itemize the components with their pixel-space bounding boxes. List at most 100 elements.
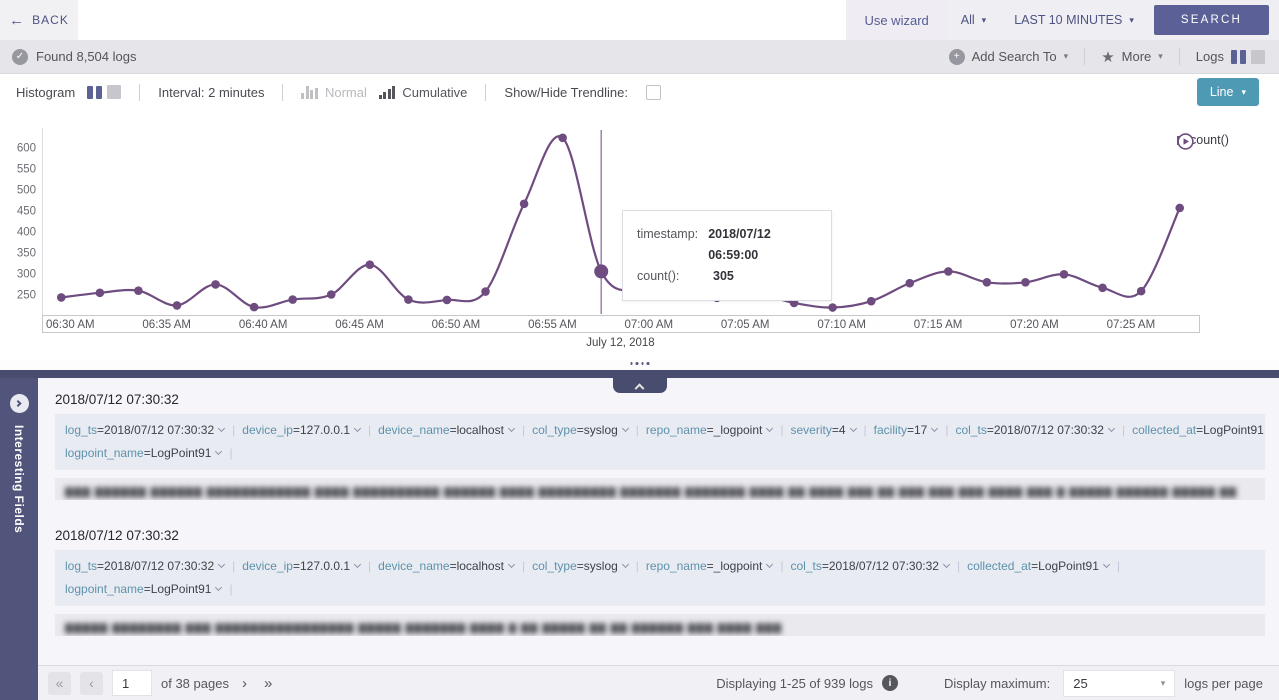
grid-view-icon[interactable] xyxy=(107,85,122,99)
y-tick-label: 500 xyxy=(17,185,36,197)
cumulative-mode-button[interactable]: Cumulative xyxy=(378,85,467,100)
data-point[interactable] xyxy=(442,295,452,305)
field-chevron-icon[interactable] xyxy=(218,560,226,569)
y-tick-label: 600 xyxy=(17,143,36,155)
histogram-chart[interactable]: 250 300 350 400 450 500 550 600 06:30 AM 06:35 AM… xyxy=(0,110,1279,360)
data-point[interactable] xyxy=(95,288,105,298)
data-point[interactable] xyxy=(519,199,529,209)
data-point[interactable] xyxy=(1175,203,1185,213)
field-tag-device_name[interactable]: device_name=localhost xyxy=(378,423,515,437)
field-tag-facility[interactable]: facility=17 xyxy=(874,423,939,437)
field-separator: | xyxy=(956,559,961,573)
y-tick-label: 300 xyxy=(17,269,36,281)
display-maximum-select[interactable]: 25 ▾ xyxy=(1063,669,1176,697)
field-chevron-icon[interactable] xyxy=(507,560,515,569)
x-tick-label: 07:05 AM xyxy=(721,319,770,331)
scope-dropdown[interactable]: All ▾ xyxy=(960,13,987,27)
line-chart-svg[interactable]: 250 300 350 400 450 500 550 600 06:30 AM 06:35 AM… xyxy=(0,110,1279,360)
next-page-button[interactable]: › xyxy=(241,674,247,692)
field-chevron-icon[interactable] xyxy=(766,560,774,569)
field-tag-log_ts[interactable]: log_ts=2018/07/12 07:30:32 xyxy=(65,423,226,437)
field-chevron-icon[interactable] xyxy=(215,447,223,456)
y-tick-label: 350 xyxy=(17,248,36,260)
data-point[interactable] xyxy=(288,295,297,304)
field-tag-logpoint_name[interactable]: logpoint_name=LogPoint91 xyxy=(65,582,223,596)
field-tag-repo_name[interactable]: repo_name=_logpoint xyxy=(646,559,774,573)
field-chevron-icon[interactable] xyxy=(218,424,226,433)
field-chevron-icon[interactable] xyxy=(766,424,774,433)
play-circle-icon[interactable] xyxy=(1177,133,1194,150)
data-point[interactable] xyxy=(481,287,490,296)
field-chevron-icon[interactable] xyxy=(507,424,515,433)
field-separator: | xyxy=(635,559,639,573)
data-point[interactable] xyxy=(1021,278,1030,287)
normal-mode-button[interactable]: Normal xyxy=(301,85,367,100)
expand-panel-icon[interactable] xyxy=(9,394,29,413)
chart-type-button[interactable]: Line ▾ xyxy=(1196,78,1259,106)
field-tag-col_ts[interactable]: col_ts=2018/07/12 07:30:32 xyxy=(790,559,951,573)
data-point[interactable] xyxy=(249,302,259,312)
collapse-panel-button[interactable] xyxy=(612,377,667,393)
back-button[interactable]: ← BACK xyxy=(0,0,78,40)
data-point[interactable] xyxy=(944,267,953,276)
data-point[interactable] xyxy=(905,278,915,288)
prev-page-button[interactable]: ‹ xyxy=(80,671,103,695)
field-chevron-icon[interactable] xyxy=(1102,560,1110,569)
field-chevron-icon[interactable] xyxy=(354,560,362,569)
top-search-bar: ← BACK Use wizard All ▾ LAST 10 MINUTES … xyxy=(0,0,1279,40)
data-point[interactable] xyxy=(134,286,143,296)
data-point[interactable] xyxy=(1136,286,1146,296)
field-tag-log_ts[interactable]: log_ts=2018/07/12 07:30:32 xyxy=(65,559,226,573)
trendline-checkbox[interactable] xyxy=(645,84,661,100)
field-chevron-icon[interactable] xyxy=(931,424,939,433)
field-chevron-icon[interactable] xyxy=(849,424,857,433)
field-tag-col_type[interactable]: col_type=syslog xyxy=(532,559,629,573)
data-point[interactable] xyxy=(1059,270,1069,279)
column-view-icon[interactable] xyxy=(1231,49,1246,64)
add-search-to-dropdown[interactable]: + Add Search To ▾ xyxy=(948,48,1068,65)
more-dropdown[interactable]: ★ More ▾ xyxy=(1101,48,1163,66)
page-number-input[interactable] xyxy=(112,670,152,696)
grid-view-icon[interactable] xyxy=(1251,49,1265,64)
data-point[interactable] xyxy=(982,278,992,287)
data-point[interactable] xyxy=(866,296,876,306)
field-chevron-icon[interactable] xyxy=(215,583,223,592)
field-chevron-icon[interactable] xyxy=(354,424,362,433)
interval-label: Interval: 2 minutes xyxy=(158,84,265,100)
data-point[interactable] xyxy=(326,290,336,299)
field-tag-collected_at[interactable]: collected_at=LogPoint91 xyxy=(967,559,1110,573)
interesting-fields-panel[interactable]: Interesting Fields xyxy=(0,378,38,700)
data-point[interactable] xyxy=(211,280,220,289)
data-point[interactable] xyxy=(172,301,182,310)
info-icon[interactable]: i xyxy=(882,675,899,691)
time-range-dropdown[interactable]: LAST 10 MINUTES ▾ xyxy=(1014,13,1134,27)
data-point[interactable] xyxy=(828,303,837,312)
field-tag-device_name[interactable]: device_name=localhost xyxy=(378,559,515,573)
selected-data-point[interactable] xyxy=(594,264,609,279)
search-button[interactable]: SEARCH xyxy=(1153,5,1269,35)
back-arrow-icon: ← xyxy=(9,11,26,29)
field-tag-col_ts[interactable]: col_ts=2018/07/12 07:30:32 xyxy=(955,423,1115,437)
data-point[interactable] xyxy=(404,295,413,304)
data-point[interactable] xyxy=(56,293,66,302)
data-point[interactable] xyxy=(558,133,567,143)
use-wizard-link[interactable]: Use wizard xyxy=(846,0,947,40)
field-tag-col_type[interactable]: col_type=syslog xyxy=(532,423,629,437)
field-tag-device_ip[interactable]: device_ip=127.0.0.1 xyxy=(242,559,362,573)
field-chevron-icon[interactable] xyxy=(1107,424,1115,433)
field-chevron-icon[interactable] xyxy=(621,560,629,569)
field-tag-severity[interactable]: severity=4 xyxy=(790,423,857,437)
last-page-button[interactable]: » xyxy=(263,674,273,692)
field-tag-repo_name[interactable]: repo_name=_logpoint xyxy=(646,423,774,437)
field-chevron-icon[interactable] xyxy=(621,424,629,433)
drag-handle-dots-icon[interactable] xyxy=(630,362,649,365)
field-chevron-icon[interactable] xyxy=(942,560,951,569)
column-view-icon[interactable] xyxy=(87,85,103,99)
first-page-button[interactable]: « xyxy=(48,671,71,695)
field-tag-logpoint_name[interactable]: logpoint_name=LogPoint91 xyxy=(65,446,223,460)
data-point[interactable] xyxy=(1098,283,1107,293)
search-query-input[interactable] xyxy=(78,0,847,40)
field-tag-device_ip[interactable]: device_ip=127.0.0.1 xyxy=(242,423,362,437)
data-point[interactable] xyxy=(365,260,375,269)
field-tag-collected_at[interactable]: collected_at=LogPoint91 xyxy=(1132,423,1265,437)
